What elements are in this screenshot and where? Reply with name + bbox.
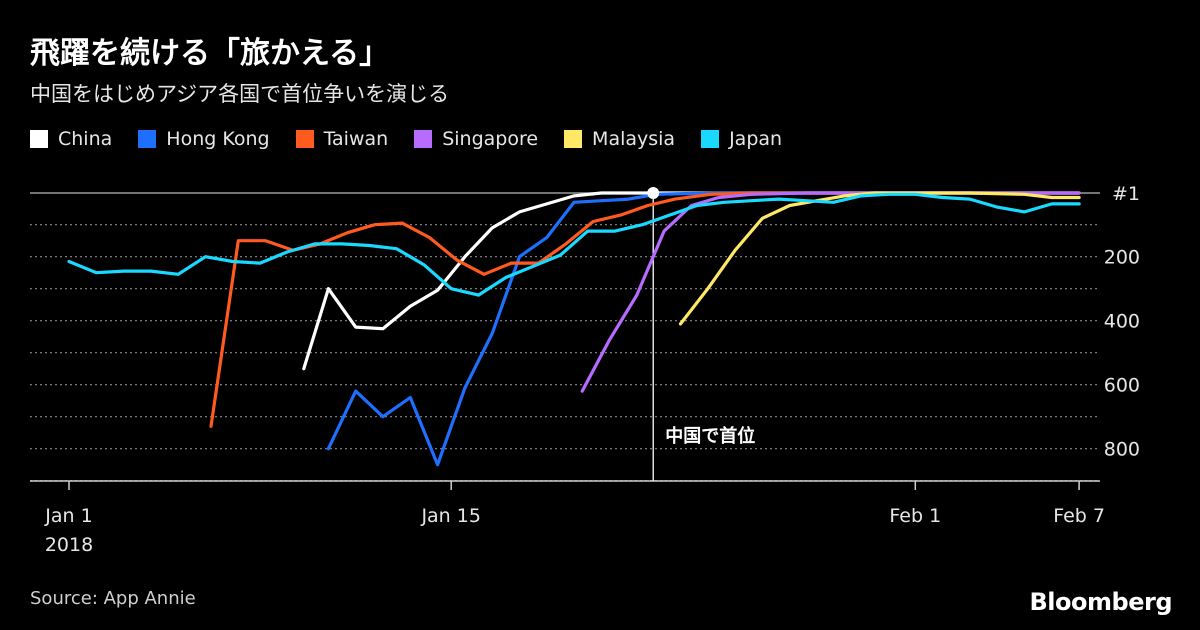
legend-swatch — [295, 130, 314, 148]
legend-swatch — [414, 130, 433, 148]
x-tick-label: Jan 15 — [420, 505, 481, 527]
legend-swatch — [30, 130, 48, 148]
legend-label: Taiwan — [323, 128, 389, 150]
legend-label: Japan — [729, 128, 783, 150]
legend-swatch — [138, 130, 157, 148]
legend-swatch — [564, 130, 583, 148]
y-tick-label: 800 — [1104, 439, 1140, 461]
source-note: Source: App Annie — [30, 588, 196, 609]
x-tick-label: Feb 1 — [889, 505, 941, 527]
y-tick-label: #1 — [1112, 183, 1140, 205]
y-tick-label: 600 — [1104, 375, 1140, 397]
legend-label: Hong Kong — [166, 128, 270, 150]
series-line-china — [302, 191, 1081, 371]
series-line-taiwan — [209, 191, 1081, 428]
legend: China Hong Kong Taiwan Singapore Malaysia Jap… — [30, 128, 782, 150]
x-tick-sublabel: 2018 — [45, 534, 93, 556]
legend-label: Malaysia — [592, 128, 676, 150]
annotation-label: 中国で首位 — [665, 425, 755, 447]
legend-item-china: China — [30, 128, 112, 150]
chart-title: 飛躍を続ける「旅かえる」 — [30, 36, 390, 71]
series-line-malaysia — [678, 191, 1081, 326]
legend-label: China — [58, 128, 113, 150]
chart-subtitle: 中国をはじめアジア各国で首位争いを演じる — [30, 82, 450, 106]
y-tick-label: 400 — [1104, 311, 1140, 333]
series-line-japan — [67, 192, 1081, 297]
legend-item-malaysia: Malaysia — [564, 128, 675, 150]
bloomberg-logo: Bloomberg — [1029, 588, 1173, 616]
series-line-hong-kong — [326, 191, 1081, 467]
annotation-marker — [647, 187, 660, 199]
legend-item-taiwan: Taiwan — [295, 128, 389, 150]
x-tick-label: Feb 7 — [1053, 505, 1105, 527]
legend-label: Singapore — [442, 128, 539, 150]
y-tick-label: 200 — [1104, 247, 1140, 269]
series-line-singapore — [580, 191, 1081, 393]
x-tick-label: Jan 1 — [44, 505, 92, 527]
legend-swatch — [701, 130, 720, 148]
legend-item-singapore: Singapore — [414, 128, 538, 150]
legend-item-hong-kong: Hong Kong — [138, 128, 270, 150]
legend-item-japan: Japan — [701, 128, 782, 150]
